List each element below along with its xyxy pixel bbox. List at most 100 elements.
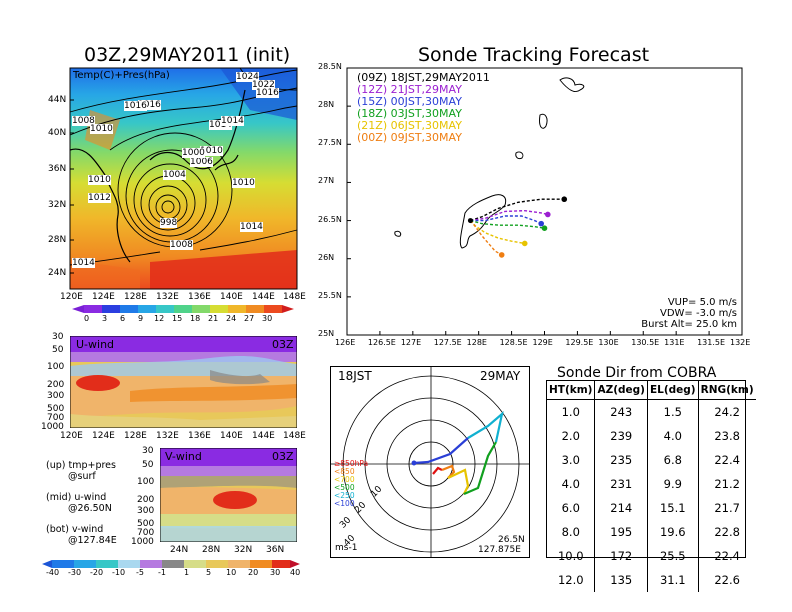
colorbar-tick: 24 bbox=[226, 314, 237, 323]
tracking-axis-ticks bbox=[346, 67, 743, 336]
isobar-label: 1014 bbox=[221, 116, 244, 126]
legend-entry: (15Z) 00JST,30MAY bbox=[357, 95, 462, 108]
wind-colorbar-ticks: -40 -30 -20 -10 -5 -1 1 5 10 20 30 40 bbox=[42, 568, 302, 578]
table-cell: 8.0 bbox=[561, 525, 580, 539]
temp-colorbar-ticks: 0 3 6 9 12 15 18 21 24 27 30 bbox=[80, 314, 295, 324]
track-endpoint-2 bbox=[538, 220, 545, 227]
pres-tick: 700 bbox=[137, 528, 155, 538]
isobar-label: 1008 bbox=[170, 240, 193, 250]
y-tick-label: 25.5N bbox=[318, 290, 342, 300]
colorbar-tick: -40 bbox=[46, 568, 60, 577]
polar-time: 18JST bbox=[338, 369, 372, 383]
polar-legend-entry: <850 bbox=[334, 467, 355, 476]
lon-tick: 136E bbox=[188, 431, 211, 441]
table-cell: 21.7 bbox=[697, 496, 756, 520]
isobar-label: 1010 bbox=[88, 175, 111, 185]
isobar-label: 1022 bbox=[252, 80, 275, 90]
table-cell: 243 bbox=[594, 399, 648, 424]
isobar-label: 1014 bbox=[209, 120, 232, 130]
launch-point bbox=[467, 218, 473, 224]
isobar-label: 998 bbox=[160, 218, 178, 228]
isobar-label: 1016 bbox=[124, 101, 147, 111]
table-cell: 3.0 bbox=[561, 453, 580, 467]
x-tick-label: 126E bbox=[335, 338, 356, 347]
isobar-label: 1010 bbox=[232, 178, 255, 188]
table-cell: 22.8 bbox=[697, 520, 756, 544]
lon-tick: 128E bbox=[124, 431, 147, 441]
colorbar-tick: 3 bbox=[102, 314, 108, 323]
colorbar-tick: 21 bbox=[208, 314, 219, 323]
table-cell: 31.1 bbox=[646, 568, 699, 592]
polar-unit: ms-1 bbox=[335, 543, 358, 553]
pres-tick: 200 bbox=[47, 380, 65, 390]
table-cell: 24.2 bbox=[697, 399, 756, 424]
isobar-label: 1010 bbox=[200, 146, 223, 156]
x-tick-label: 128.5E bbox=[499, 338, 528, 347]
right-title: Sonde Tracking Forecast bbox=[418, 44, 650, 66]
lon-tick: 120E bbox=[60, 431, 83, 441]
table-cell: 214 bbox=[594, 496, 648, 520]
colorbar-tick: 0 bbox=[84, 314, 90, 323]
lon-tick: 148E bbox=[283, 292, 306, 302]
colorbar-tick: 5 bbox=[206, 568, 212, 577]
x-tick-label: 131E bbox=[664, 338, 685, 347]
x-tick-label: 129.5E bbox=[565, 338, 594, 347]
lat-tick: 36N bbox=[48, 164, 67, 174]
colorbar-tick: 30 bbox=[270, 568, 281, 577]
table-cell: 15.1 bbox=[646, 496, 699, 520]
colorbar-tick: 6 bbox=[120, 314, 126, 323]
polar-hodograph bbox=[330, 366, 530, 558]
colorbar-tick: 15 bbox=[172, 314, 183, 323]
pres-tick: 50 bbox=[142, 460, 154, 470]
lon-tick: 124E bbox=[92, 292, 115, 302]
lon-tick: 132E bbox=[156, 431, 179, 441]
table-row: 12.0 135 31.1 22.6 bbox=[547, 568, 756, 592]
lon-tick: 132E bbox=[156, 292, 179, 302]
x-tick-label: 130.5E bbox=[631, 338, 660, 347]
colorbar-tick: 12 bbox=[154, 314, 165, 323]
direction-table-frame: HT(km) AZ(deg) EL(deg) RNG(km) 1.0 243 1.5… bbox=[546, 380, 756, 592]
legend-entry: (21Z) 06JST,30MAY bbox=[357, 119, 462, 132]
table-title: Sonde Dir from COBRA bbox=[557, 365, 717, 381]
table-cell: 1.0 bbox=[561, 405, 580, 419]
polar-legend-entry: ≥850hPa bbox=[334, 459, 369, 468]
table-row: 1.0 243 1.5 24.2 bbox=[547, 399, 756, 424]
note-line: (up) tmp+pres bbox=[46, 460, 116, 471]
tracking-legend: (09Z) 18JST,29MAY2011 (12Z) 21JST,29MAY … bbox=[357, 72, 490, 144]
polar-legend-entry: <100 bbox=[334, 499, 355, 508]
table-cell: 4.0 bbox=[561, 477, 580, 491]
lon-tick: 140E bbox=[220, 292, 243, 302]
lat-tick: 36N bbox=[266, 545, 285, 555]
table-cell: 4.0 bbox=[646, 424, 699, 448]
map-ticks bbox=[70, 99, 74, 274]
table-cell: 2.0 bbox=[561, 429, 580, 443]
isobar-label: 1016 bbox=[138, 100, 161, 110]
vwind-time: 03Z bbox=[272, 450, 294, 463]
vwind-label: V-wind bbox=[165, 450, 202, 463]
table-row: 8.0 195 19.6 22.8 bbox=[547, 520, 756, 544]
table-cell: 25.5 bbox=[646, 544, 699, 568]
lon-tick: 124E bbox=[92, 431, 115, 441]
table-header: RNG(km) bbox=[697, 381, 756, 400]
hodograph-trace bbox=[413, 411, 504, 496]
tracking-params: VUP= 5.0 m/s VDW= -3.0 m/s Burst Alt= 25… bbox=[641, 297, 737, 330]
colorbar-tick: 18 bbox=[190, 314, 201, 323]
pres-tick: 30 bbox=[52, 332, 64, 342]
colorbar-tick: 30 bbox=[262, 314, 273, 323]
param-line: VDW= -3.0 m/s bbox=[660, 308, 737, 319]
colorbar-tick: 9 bbox=[138, 314, 144, 323]
lon-tick: 144E bbox=[252, 292, 275, 302]
colorbar-tick: 27 bbox=[244, 314, 255, 323]
isobar-label: 1016 bbox=[256, 88, 279, 98]
polar-rings bbox=[330, 366, 530, 558]
pres-tick: 30 bbox=[142, 446, 154, 456]
note-line: (bot) v-wind bbox=[46, 524, 104, 535]
x-tick-label: 132E bbox=[730, 338, 751, 347]
x-tick-label: 129E bbox=[532, 338, 553, 347]
lat-tick: 28N bbox=[48, 235, 67, 245]
note-line: @surf bbox=[68, 471, 96, 482]
x-tick-label: 131.5E bbox=[697, 338, 726, 347]
pres-tick: 1000 bbox=[131, 537, 154, 547]
track-line-3 bbox=[470, 219, 545, 229]
